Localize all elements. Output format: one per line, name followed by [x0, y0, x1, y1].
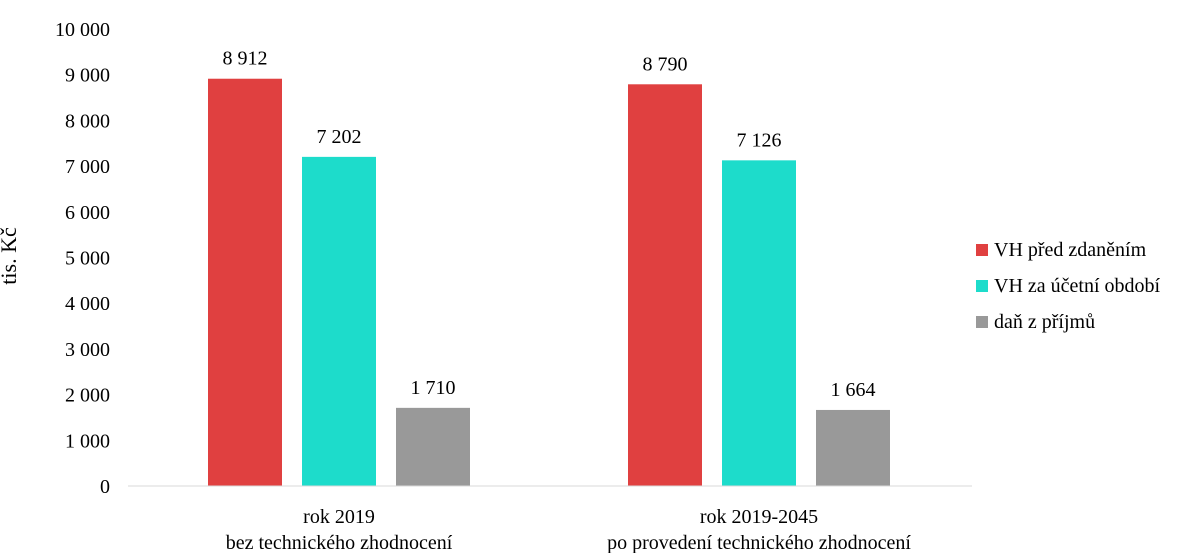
y-tick-label: 5 000 [65, 248, 110, 270]
bar-value-label: 1 664 [831, 379, 876, 401]
y-tick-label: 7 000 [65, 156, 110, 178]
bar [396, 407, 470, 486]
x-category-label: rok 2019-2045 [700, 506, 818, 528]
x-axis-labels: rok 2019 bez technického zhodnocení rok 20… [226, 506, 912, 553]
bar-value-label: 7 202 [317, 126, 362, 148]
bar-value-label: 7 126 [737, 129, 782, 151]
y-tick-label: 3 000 [65, 339, 110, 361]
legend-swatch [976, 244, 988, 256]
bar [628, 84, 702, 486]
y-tick-label: 1 000 [65, 430, 110, 452]
bar-value-label: 1 710 [411, 377, 456, 399]
x-category-label: po provedení technického zhodnocení [607, 532, 911, 553]
legend-label: VH před zdaněním [994, 238, 1147, 261]
legend-swatch [976, 280, 988, 292]
legend-label: daň z příjmů [994, 310, 1096, 333]
legend-item-vh-za-ucetni-obdobi: VH za účetní období [976, 268, 1160, 304]
y-axis-ticks: 0 1 000 2 000 3 000 4 000 5 000 6 000 7 000 8 00… [55, 19, 110, 498]
bar-value-label: 8 790 [643, 53, 688, 75]
legend: VH před zdaněním VH za účetní období daň… [976, 232, 1160, 340]
y-tick-label: 4 000 [65, 293, 110, 315]
x-category-label: rok 2019 [303, 506, 375, 528]
y-tick-label: 6 000 [65, 202, 110, 224]
x-category-label: bez technického zhodnocení [226, 532, 453, 553]
legend-label: VH za účetní období [994, 274, 1161, 297]
y-tick-label: 0 [100, 476, 110, 498]
legend-swatch [976, 316, 988, 328]
bar [208, 78, 282, 486]
y-tick-label: 9 000 [65, 65, 110, 87]
bar [722, 160, 796, 486]
y-tick-label: 10 000 [55, 19, 110, 41]
bar [302, 156, 376, 487]
bars [208, 78, 890, 487]
bar-value-labels: 8 912 8 790 7 202 7 126 1 710 1 664 [223, 48, 876, 401]
legend-item-vh-pred-zdanenim: VH před zdaněním [976, 232, 1160, 268]
y-tick-label: 8 000 [65, 110, 110, 132]
y-axis-label: tis. Kč [0, 227, 21, 285]
legend-item-dan-z-prijmu: daň z příjmů [976, 304, 1160, 340]
y-tick-label: 2 000 [65, 385, 110, 407]
bar-value-label: 8 912 [223, 48, 268, 70]
bar [816, 409, 890, 486]
